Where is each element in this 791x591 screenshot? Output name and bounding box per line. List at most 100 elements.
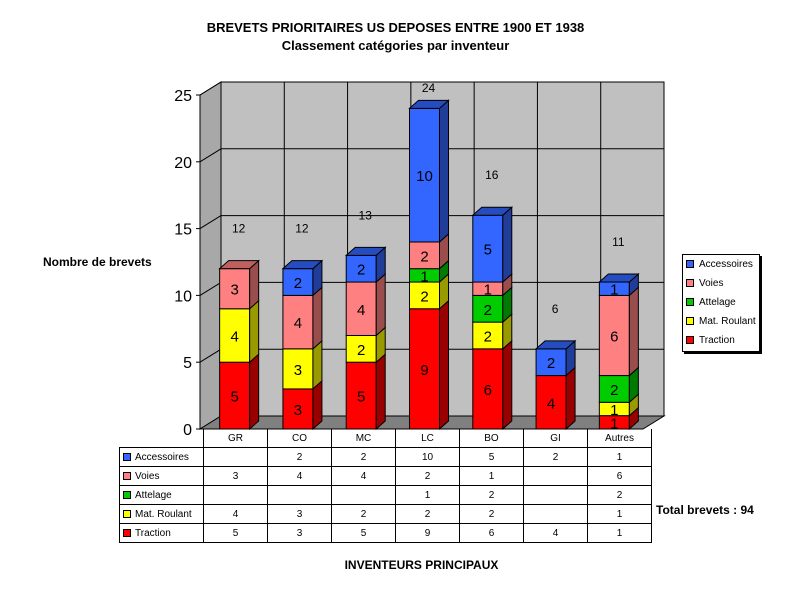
data-label: 5 [357,389,365,406]
bar-segment-side [312,286,323,350]
bar-segment-mat-roulant-co [282,348,314,390]
table-corner [120,429,204,448]
legend-label: Traction [699,335,735,346]
legend-swatch [686,260,694,269]
table-cell: 10 [395,447,460,467]
data-label: 1 [420,268,428,285]
table-cell [523,485,588,505]
total-label-bar: 12 [295,222,309,236]
table-cell: 1 [395,485,460,505]
table-cell: 3 [203,466,268,486]
data-label: 4 [294,315,302,332]
bar-segment-accessoires-mc [345,254,377,283]
data-label: 2 [420,288,428,305]
legend-swatch [686,279,694,288]
legend-swatch [686,317,694,326]
data-label: 2 [420,248,428,265]
table-row-header: Accessoires [119,447,204,467]
table-cell: 2 [459,485,524,505]
category-label: GR [203,429,268,448]
table-header-row: GR CO MC LC BO GI Autres [120,429,652,448]
data-label: 2 [357,262,365,279]
y-tick-label: 25 [174,88,192,105]
bar-segment-side [502,339,513,431]
bar-segment-accessoires-bo [472,214,504,283]
data-label: 10 [416,168,433,185]
y-tick-label: 15 [174,222,192,239]
legend-label: Voies [699,278,724,289]
legend-item: Traction [685,332,735,350]
data-label: 1 [610,282,618,299]
bar-segment-traction-gr [219,361,251,430]
y-tick-label: 20 [174,155,192,172]
table-cell [523,466,588,486]
bar-segment-side [502,206,513,284]
table-cell [267,485,332,505]
table-cell: 4 [203,504,268,524]
table-row-header: Traction [119,523,204,543]
table-cell: 4 [267,466,332,486]
table-cell: 6 [587,466,652,486]
bar-segment-top [281,260,324,270]
table-cell: 6 [459,523,524,543]
legend-item: Voies [685,275,723,293]
bar-segment-top [408,99,450,109]
legend-swatch [686,298,694,307]
y-tick-label: 0 [183,422,192,439]
table-cell: 2 [395,504,460,524]
table-cell: 4 [523,523,588,543]
table-row: Traction 5 3 5 9 6 4 1 [119,523,652,543]
data-label: 2 [547,355,555,372]
total-label-bar: 13 [359,208,373,222]
bar-segment-traction-bo [472,348,504,430]
data-label: 6 [484,382,492,399]
table-cell: 1 [587,504,652,524]
table-row-header: Mat. Roulant [119,504,204,524]
y-axis-label: Nombre de brevets [43,255,152,269]
table-cell: 1 [459,466,524,486]
legend-item: Attelage [685,294,736,312]
legend-label: Accessoires [699,259,753,270]
category-label: LC [395,429,460,448]
total-label-bar: 16 [485,168,499,182]
data-label: 1 [484,282,492,299]
y-tick-label: 10 [174,288,192,305]
table-cell: 2 [331,447,396,467]
category-label: MC [331,429,396,448]
category-label: CO [267,429,332,448]
table-row: Mat. Roulant 4 3 2 2 2 1 [119,504,652,524]
total-label: Total brevets : 94 [656,503,754,517]
total-label-bar: 6 [552,302,559,316]
data-label: 2 [357,342,365,359]
chart-subtitle: Classement catégories par inventeur [281,38,510,53]
data-table: GR CO MC LC BO GI Autres Accessoires 2 2 10 5 2 1 Voie… [119,429,652,543]
bar-segment-voies-gr [219,268,251,310]
x-axis-label: INVENTEURS PRINCIPAUX [344,558,499,572]
legend-item: Mat. Roulant [685,313,756,331]
table-cell: 3 [267,523,332,543]
data-label: 5 [230,389,238,406]
table-series-name: Voies [135,470,160,482]
bar-segment-voies-mc [345,281,377,336]
bar-segment-side [565,366,576,431]
gridline [199,281,222,296]
table-cell: 5 [459,447,524,467]
data-label: 4 [357,302,365,319]
bar-segment-top [344,246,387,256]
bar-segment-traction-lc [409,308,440,430]
legend-swatch [686,336,694,345]
legend-item: Accessoires [685,256,753,274]
data-label: 3 [294,402,302,419]
table-series-name: Attelage [135,489,172,501]
table-cell: 4 [331,466,396,486]
table-row: Attelage 1 2 2 [119,485,652,505]
data-label: 9 [420,362,428,379]
table-cell: 3 [267,504,332,524]
bar-segment-side [249,299,260,364]
table-cell: 2 [395,466,460,486]
bar-segment-side [375,272,386,337]
table-series-name: Traction [135,527,171,539]
table-cell: 9 [395,523,460,543]
table-cell [523,504,588,524]
